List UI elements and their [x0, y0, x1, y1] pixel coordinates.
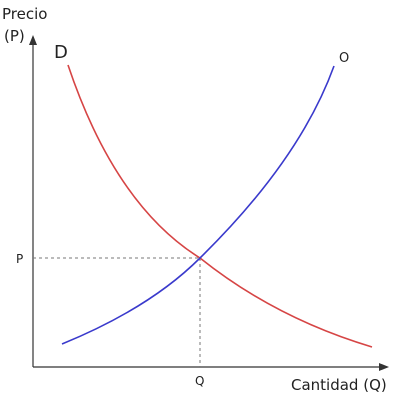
- equilibrium-price-label: P: [16, 252, 23, 266]
- supply-curve-label: O: [339, 51, 349, 66]
- equilibrium-quantity-label: Q: [195, 374, 204, 388]
- demand-curve: [67, 64, 373, 348]
- x-axis-label: Cantidad (Q): [291, 376, 387, 394]
- y-axis-label-line2: (P): [4, 27, 25, 45]
- demand-curve-label: D: [54, 42, 68, 63]
- supply-curve: [61, 65, 335, 345]
- y-axis-label-line1: Precio: [2, 5, 47, 23]
